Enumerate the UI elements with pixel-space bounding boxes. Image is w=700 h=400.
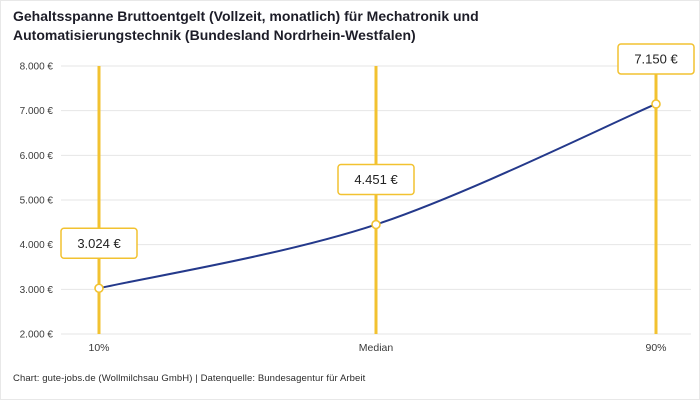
salary-percentile-chart: 8.000 € 7.000 € 6.000 € 5.000 € 4.000 € 3.000… bbox=[20, 43, 695, 354]
y-axis-label: 3.000 € bbox=[20, 285, 54, 296]
value-label-box bbox=[60, 227, 138, 260]
data-point-marker bbox=[371, 219, 381, 230]
y-axis-label: 2.000 € bbox=[20, 330, 54, 341]
value-label: 3.024 € bbox=[77, 236, 121, 251]
value-label-box bbox=[337, 163, 415, 196]
value-label: 7.150 € bbox=[634, 51, 678, 66]
x-axis-label: 10% bbox=[88, 342, 109, 354]
value-label: 4.451 € bbox=[354, 172, 398, 187]
y-axis-label: 8.000 € bbox=[20, 62, 54, 73]
x-axis-label: Median bbox=[359, 342, 394, 354]
value-label-box bbox=[617, 43, 695, 75]
y-axis-label: 6.000 € bbox=[20, 151, 54, 162]
data-point-marker bbox=[94, 283, 104, 294]
chart-area: 8.000 € 7.000 € 6.000 € 5.000 € 4.000 € 3.000… bbox=[1, 43, 699, 358]
data-point-marker bbox=[651, 99, 661, 109]
chart-title: Gehaltsspanne Bruttoentgelt (Vollzeit, m… bbox=[13, 8, 479, 43]
y-axis-label: 7.000 € bbox=[20, 106, 54, 117]
y-axis-label: 4.000 € bbox=[20, 240, 54, 251]
y-axis-label: 5.000 € bbox=[20, 196, 54, 207]
x-axis-label: 90% bbox=[645, 342, 666, 354]
chart-attribution: Chart: gute-jobs.de (Wollmilchsau GmbH) … bbox=[13, 373, 366, 384]
